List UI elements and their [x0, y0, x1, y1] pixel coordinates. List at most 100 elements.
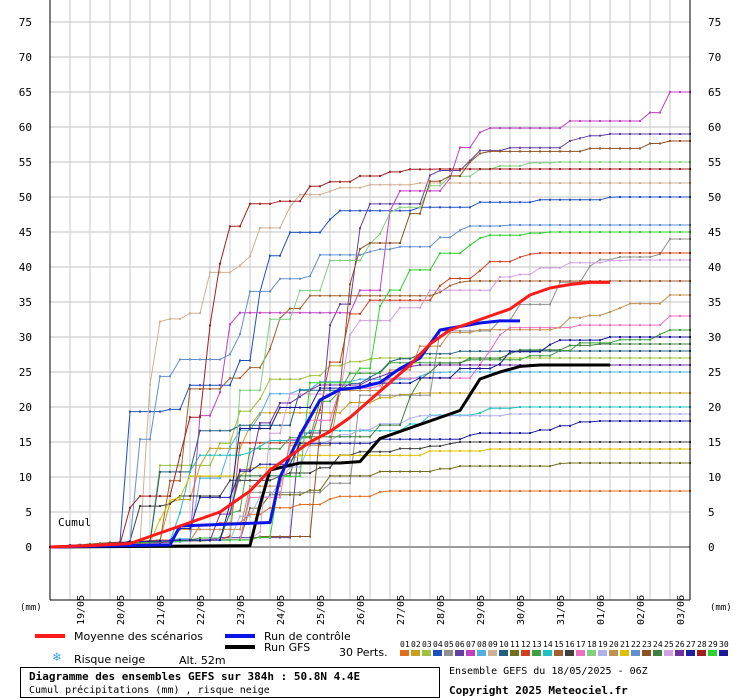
perturbation-point [529, 354, 531, 357]
perturbation-point [179, 317, 181, 320]
perturbation-point [509, 127, 511, 130]
perturbation-number: 12 [521, 640, 531, 649]
perturbation-point [679, 196, 681, 198]
perturbation-point [509, 392, 511, 394]
perturbation-point [669, 406, 671, 408]
perturbation-point [259, 424, 261, 427]
perturbation-point [299, 231, 301, 234]
perturbation-point [289, 436, 291, 439]
perturbation-point [389, 319, 391, 322]
perturbation-point [239, 454, 241, 457]
perturbation-point [359, 174, 361, 177]
perturbation-point [599, 147, 601, 150]
perturbation-point [479, 152, 481, 155]
perturbation-point [359, 401, 361, 404]
perturbation-point [599, 357, 601, 359]
y-tick-label-right: 60 [708, 121, 721, 134]
perturbation-point [679, 441, 681, 443]
x-tick-label: 28/05 [436, 595, 447, 625]
perturbation-point [419, 245, 421, 248]
perturbation-point [489, 349, 491, 352]
perturbation-point [629, 338, 631, 341]
perturbation-point [389, 357, 391, 359]
perturbation-point [459, 281, 461, 284]
perturbation-point [509, 150, 511, 153]
perturbation-point [439, 364, 441, 366]
perturbation-point [199, 387, 201, 390]
perturbation-point [239, 441, 241, 444]
perturbation-point [339, 361, 341, 364]
perturbation-point [429, 371, 431, 374]
x-tick-label: 26/05 [356, 595, 367, 625]
perturbation-point [189, 387, 191, 390]
perturbation-point [599, 462, 601, 464]
perturbation-point [369, 382, 371, 385]
perturbation-point [439, 189, 441, 192]
perturbation-point [649, 357, 651, 359]
perturbation-point [519, 256, 521, 259]
perturbation-point [479, 358, 481, 361]
y-tick-label-right: 45 [708, 226, 721, 239]
perturbation-point [529, 253, 531, 256]
perturbation-point [459, 392, 461, 394]
perturbation-point [619, 161, 621, 163]
perturbation-point [459, 450, 461, 453]
perturbation-point [369, 183, 371, 186]
perturbation-point [619, 196, 621, 198]
perturbation-point [399, 490, 401, 492]
perturbation-point [279, 491, 281, 494]
perturbation-point [679, 343, 681, 345]
perturbation-point [549, 150, 551, 153]
perturbation-point [509, 465, 511, 468]
perturbation-point [639, 420, 641, 422]
perturbation-point [629, 324, 631, 327]
perturbation-point [369, 209, 371, 212]
perturbation-point [299, 411, 301, 414]
perturbation-point [339, 364, 341, 367]
perturbation-point [409, 245, 411, 248]
perturbation-point [479, 465, 481, 468]
perturbation-point [369, 250, 371, 253]
perturbation-point [619, 280, 621, 282]
perturbation-point [519, 182, 521, 184]
perturbation-point [569, 326, 571, 329]
perturbation-point [569, 150, 571, 153]
perturbation-point [309, 311, 311, 314]
perturbation-point [299, 442, 301, 445]
perturbation-point [649, 168, 651, 170]
y-tick-label-right: 30 [708, 331, 721, 344]
perturbation-point [549, 328, 551, 331]
perturbation-point [479, 350, 481, 353]
perturbation-point [629, 196, 631, 198]
perturbation-point [329, 411, 331, 414]
perturbation-point [509, 201, 511, 204]
perturbation-point [679, 413, 681, 415]
perturbation-point [179, 511, 181, 514]
perturbation-point [659, 343, 661, 345]
perturbation-point [569, 448, 571, 450]
perturbation-point [359, 319, 361, 322]
perturbation-color-swatch [411, 650, 420, 656]
perturbation-point [239, 474, 241, 477]
perturbation-point [309, 472, 311, 475]
perturbation-point [659, 392, 661, 394]
perturbation-point [509, 441, 511, 443]
perturbation-point [589, 420, 591, 423]
perturbation-point [359, 435, 361, 438]
perturbation-point [339, 381, 341, 384]
perturbation-color-swatch [499, 650, 508, 656]
perturbation-point [509, 364, 511, 366]
perturbation-point [439, 180, 441, 183]
perturbation-point [249, 202, 251, 205]
perturbation-point [329, 466, 331, 469]
perturbation-point [539, 326, 541, 329]
perturbation-point [359, 429, 361, 432]
perturbation-point [419, 414, 421, 417]
perturbation-point [259, 366, 261, 369]
footer-box: Diagramme des ensembles GEFS sur 384h : … [20, 667, 440, 698]
perturbation-point [609, 252, 611, 254]
perturbation-point [289, 393, 291, 396]
y-tick-label-right: 25 [708, 366, 721, 379]
perturbation-point [559, 413, 561, 415]
